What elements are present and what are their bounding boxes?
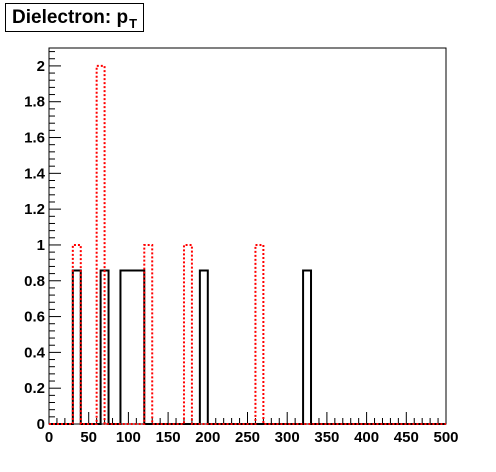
x-tick-label: 300 [275,429,300,446]
y-tick-label: 1.2 [24,201,45,218]
x-tick-label: 350 [314,429,339,446]
chart-title-text: Dielectron: p [12,7,129,28]
x-tick-label: 100 [116,429,141,446]
y-tick-label: 0.8 [24,273,45,290]
x-tick-label: 200 [195,429,220,446]
y-tick-label: 1 [37,237,45,254]
histogram-series-1 [49,269,446,425]
x-tick-label: 450 [394,429,419,446]
y-tick-label: 0 [37,416,45,433]
x-tick-label: 50 [80,429,97,446]
chart-title-subscript: T [129,16,138,31]
y-tick-label: 2 [37,58,45,75]
x-tick-label: 0 [45,429,53,446]
axes: 0 50 100 150 200 250 300 350 400 450 500 0 0.2 0.4 0.6… [24,51,459,446]
x-tick-label: 150 [156,429,181,446]
histogram-series-2 [49,64,446,425]
y-tick-label: 1.4 [24,165,46,182]
x-tick-label: 250 [235,429,260,446]
y-tick-label: 0.4 [24,344,46,361]
x-tick-label: 500 [433,429,458,446]
chart-title: Dielectron: pT [5,3,145,32]
y-tick-label: 1.8 [24,94,45,111]
series-group [49,64,446,425]
x-tick-label: 400 [354,429,379,446]
y-tick-label: 1.6 [24,130,45,147]
y-tick-label: 0.6 [24,309,45,326]
y-tick-label: 0.2 [24,380,45,397]
